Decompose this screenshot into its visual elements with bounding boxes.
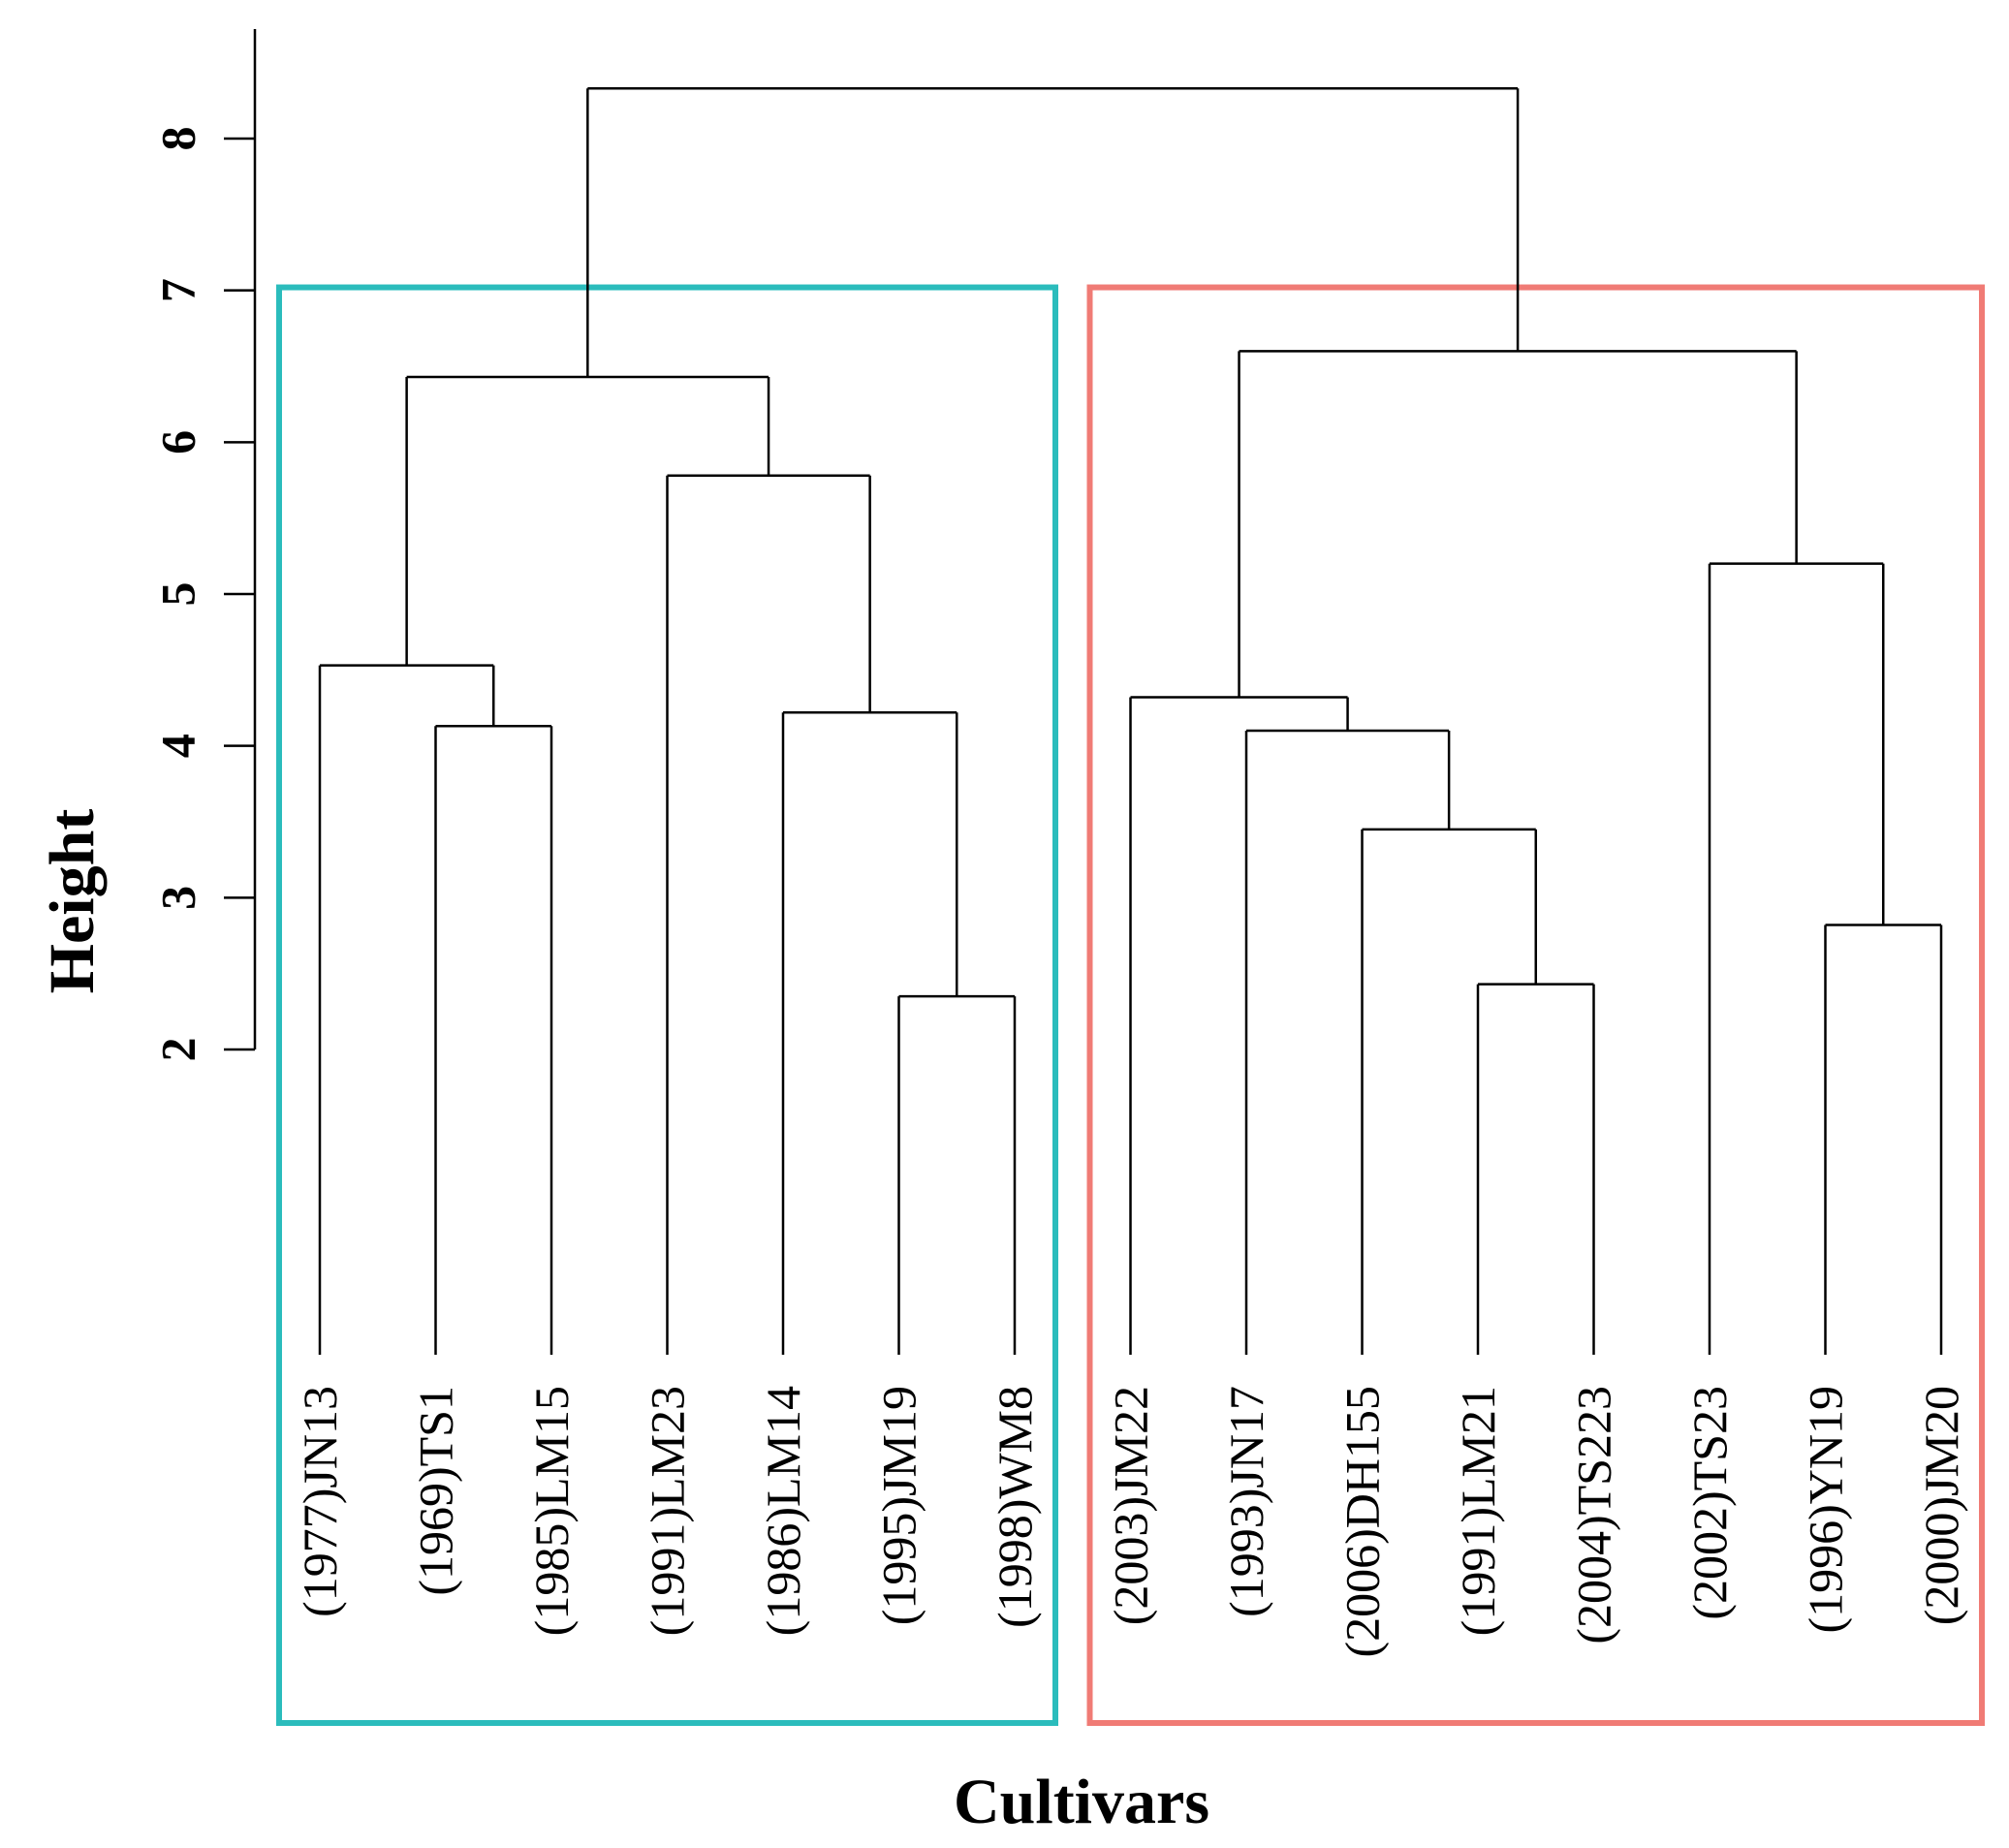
y-tick-label: 2 bbox=[151, 1038, 205, 1062]
cluster-boxes bbox=[276, 284, 1985, 1726]
y-tick-label: 3 bbox=[151, 886, 205, 910]
y-tick-label: 4 bbox=[151, 734, 205, 758]
leaf-label: (2003)JM22 bbox=[1104, 1386, 1158, 1625]
leaf-label: (1998)WM8 bbox=[988, 1386, 1042, 1628]
leaf-label: (1993)JN17 bbox=[1219, 1386, 1273, 1617]
y-axis-title: Height bbox=[37, 809, 108, 994]
y-tick-label: 8 bbox=[151, 127, 205, 151]
cluster-box bbox=[276, 284, 1058, 1726]
leaf-label: (2006)DH155 bbox=[1335, 1386, 1390, 1658]
leaf-label: (2004)TS223 bbox=[1567, 1386, 1621, 1644]
leaf-label: (1991)LM21 bbox=[1451, 1386, 1505, 1636]
leaf-label: (1995)JM19 bbox=[872, 1386, 926, 1625]
y-tick-label: 5 bbox=[151, 582, 205, 607]
y-tick-label: 7 bbox=[151, 278, 205, 302]
y-axis: 2 3 4 5 6 7 8 bbox=[151, 29, 257, 1062]
leaf-label: (1985)LM15 bbox=[524, 1386, 579, 1636]
leaf-label: (1996)YN19 bbox=[1799, 1386, 1853, 1634]
leaf-label: (2002)TS23 bbox=[1682, 1386, 1737, 1620]
leaf-label: (1991)LM23 bbox=[641, 1386, 695, 1636]
x-axis-title: Cultivars bbox=[954, 1767, 1209, 1837]
leaf-label: (2000)JM20 bbox=[1914, 1386, 1968, 1625]
leaf-labels: (1977)JN13 (1969)TS1 (1985)LM15 (1991)LM23 (… bbox=[293, 1386, 1968, 1658]
leaf-label: (1969)TS1 bbox=[409, 1386, 463, 1596]
cluster-box bbox=[1086, 284, 1985, 1726]
leaf-label: (1986)LM14 bbox=[756, 1386, 810, 1636]
dendrogram-branches bbox=[318, 87, 1943, 1355]
leaf-label: (1977)JN13 bbox=[293, 1386, 347, 1617]
y-tick-label: 6 bbox=[151, 430, 205, 454]
